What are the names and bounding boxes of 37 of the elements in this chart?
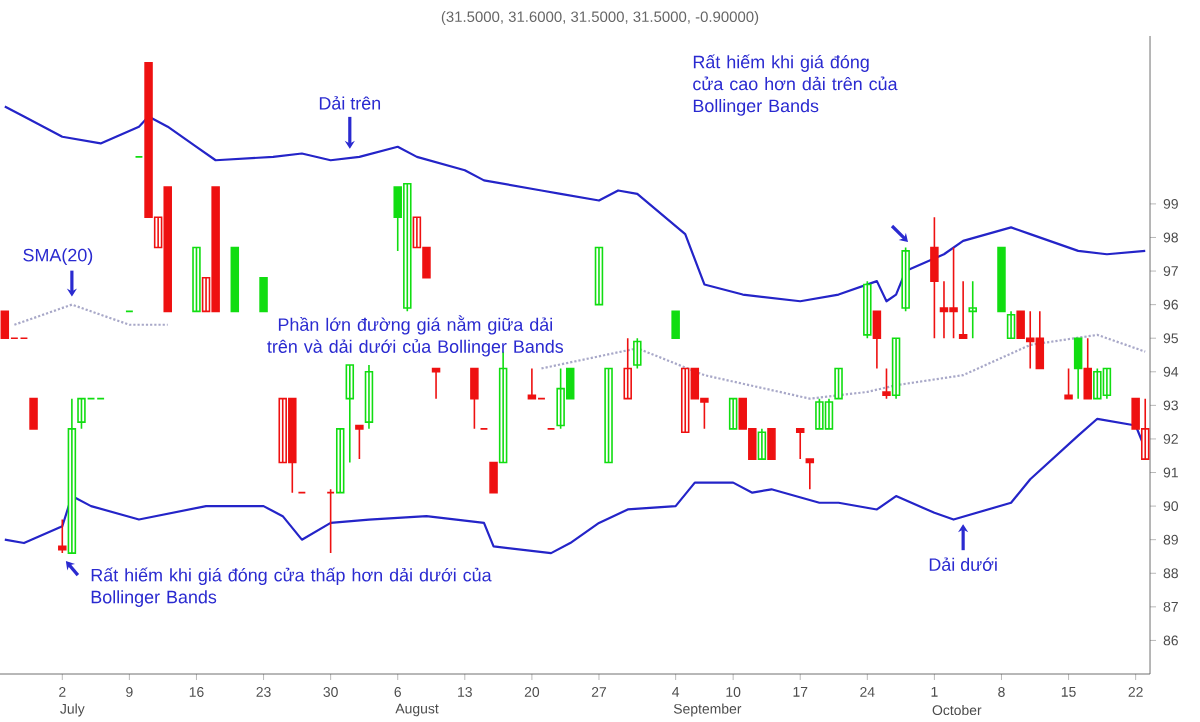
candlestick [489,461,498,494]
candlestick [364,364,374,430]
annotation: Dải dưới [929,557,997,571]
annotation: Dải trên [319,96,381,110]
candlestick [795,428,805,460]
candlestick [623,337,632,400]
candlestick [958,280,968,339]
candlestick [882,367,891,400]
candlestick [805,458,815,491]
candlestick [345,364,355,464]
candlestick [997,246,1006,313]
candlestick [834,367,843,400]
candlestick [355,424,364,460]
candlestick [901,246,910,313]
candlestick [872,310,882,370]
candlestick [1064,367,1073,400]
candlestick [527,367,537,400]
candlestick [633,337,642,370]
annotation: SMA(20) [23,248,93,265]
candlestick [767,428,776,460]
candlestick [671,310,680,339]
candlestick [29,397,38,430]
candlestick [930,216,939,339]
candlestick [58,518,67,554]
candlestick [863,280,872,339]
candlestick [431,367,441,400]
annotation: Rất hiếm khi giá đóng cửa cao hơn dải trên của Bollinger Bands [693,54,898,116]
line-series [3,417,1147,555]
annotation: Phần lớn đường giá nằm giữa dải trên và dải dưới của Bollinger Bands [267,315,564,357]
candlestick [470,367,479,430]
candlestick [326,488,335,554]
annotation: Rất hiếm khi giá đóng cửa thấp hơn dải dưới của Bollinger Bands [91,567,492,607]
candlestick [968,280,977,339]
candlestick [1073,337,1083,400]
candlestick [1083,337,1092,400]
candlestick [604,367,613,464]
candlestick [259,276,268,313]
